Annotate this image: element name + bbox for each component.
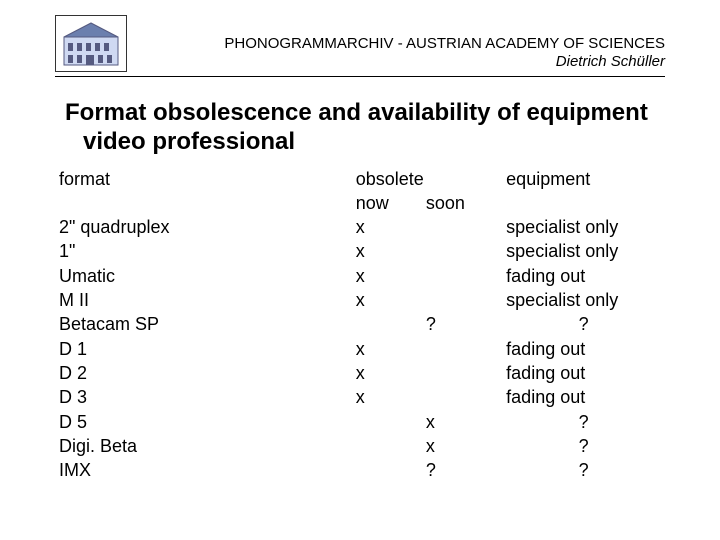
cell-format: 2" quadruplex bbox=[55, 215, 352, 239]
cell-equipment: ? bbox=[502, 434, 665, 458]
cell-format: Umatic bbox=[55, 264, 352, 288]
cell-soon bbox=[422, 264, 502, 288]
cell-soon bbox=[422, 361, 502, 385]
cell-now bbox=[352, 458, 422, 482]
cell-format: D 1 bbox=[55, 337, 352, 361]
cell-soon bbox=[422, 215, 502, 239]
cell-now: x bbox=[352, 239, 422, 263]
title-line-2: video professional bbox=[65, 128, 665, 157]
cell-format: Betacam SP bbox=[55, 312, 352, 336]
cell-equipment: specialist only bbox=[502, 215, 665, 239]
title-line-1: Format obsolescence and availability of … bbox=[65, 99, 648, 126]
cell-now: x bbox=[352, 215, 422, 239]
cell-format: D 3 bbox=[55, 385, 352, 409]
col-header-equipment: equipment bbox=[502, 167, 665, 191]
cell-format: 1" bbox=[55, 239, 352, 263]
cell-soon: ? bbox=[422, 312, 502, 336]
col-header-obsolete: obsolete bbox=[352, 167, 502, 191]
table-header-row-1: format obsolete equipment bbox=[55, 167, 665, 191]
table-row: M IIx specialist only bbox=[55, 288, 665, 312]
cell-now: x bbox=[352, 288, 422, 312]
table-row: IMX?? bbox=[55, 458, 665, 482]
cell-equipment: ? bbox=[502, 458, 665, 482]
cell-format: D 2 bbox=[55, 361, 352, 385]
header: PHONOGRAMMARCHIV - AUSTRIAN ACADEMY OF S… bbox=[55, 15, 665, 77]
author-name: Dietrich Schüller bbox=[137, 53, 665, 72]
cell-equipment: ? bbox=[502, 410, 665, 434]
cell-equipment: fading out bbox=[502, 385, 665, 409]
cell-now bbox=[352, 410, 422, 434]
cell-format: D 5 bbox=[55, 410, 352, 434]
cell-equipment: specialist only bbox=[502, 239, 665, 263]
table-row: D 2x fading out bbox=[55, 361, 665, 385]
cell-format: Digi. Beta bbox=[55, 434, 352, 458]
cell-now: x bbox=[352, 264, 422, 288]
cell-equipment: fading out bbox=[502, 337, 665, 361]
col-header-format: format bbox=[55, 167, 352, 191]
table-header-row-2: now soon bbox=[55, 191, 665, 215]
cell-equipment: specialist only bbox=[502, 288, 665, 312]
building-icon bbox=[58, 19, 124, 69]
cell-now bbox=[352, 434, 422, 458]
cell-now bbox=[352, 312, 422, 336]
cell-soon: x bbox=[422, 410, 502, 434]
cell-soon bbox=[422, 239, 502, 263]
cell-soon bbox=[422, 337, 502, 361]
table-row: Betacam SP?? bbox=[55, 312, 665, 336]
table-row: D 5 x? bbox=[55, 410, 665, 434]
cell-equipment: fading out bbox=[502, 264, 665, 288]
cell-soon: x bbox=[422, 434, 502, 458]
table-row: Umaticx fading out bbox=[55, 264, 665, 288]
cell-now: x bbox=[352, 361, 422, 385]
page-title: Format obsolescence and availability of … bbox=[55, 99, 665, 157]
cell-soon bbox=[422, 288, 502, 312]
org-name: PHONOGRAMMARCHIV - AUSTRIAN ACADEMY OF S… bbox=[137, 35, 665, 54]
cell-soon bbox=[422, 385, 502, 409]
format-table: format obsolete equipment now soon 2" qu… bbox=[55, 167, 665, 483]
cell-equipment: ? bbox=[502, 312, 665, 336]
cell-equipment: fading out bbox=[502, 361, 665, 385]
table-row: 1"x specialist only bbox=[55, 239, 665, 263]
cell-now: x bbox=[352, 337, 422, 361]
cell-now: x bbox=[352, 385, 422, 409]
col-header-soon: soon bbox=[422, 191, 502, 215]
table-row: D 3x fading out bbox=[55, 385, 665, 409]
table-row: Digi. Beta x? bbox=[55, 434, 665, 458]
cell-format: M II bbox=[55, 288, 352, 312]
col-header-now: now bbox=[352, 191, 422, 215]
logo bbox=[55, 15, 127, 72]
cell-format: IMX bbox=[55, 458, 352, 482]
table-row: 2" quadruplexx specialist only bbox=[55, 215, 665, 239]
table-row: D 1x fading out bbox=[55, 337, 665, 361]
cell-soon: ? bbox=[422, 458, 502, 482]
header-text: PHONOGRAMMARCHIV - AUSTRIAN ACADEMY OF S… bbox=[137, 35, 665, 73]
